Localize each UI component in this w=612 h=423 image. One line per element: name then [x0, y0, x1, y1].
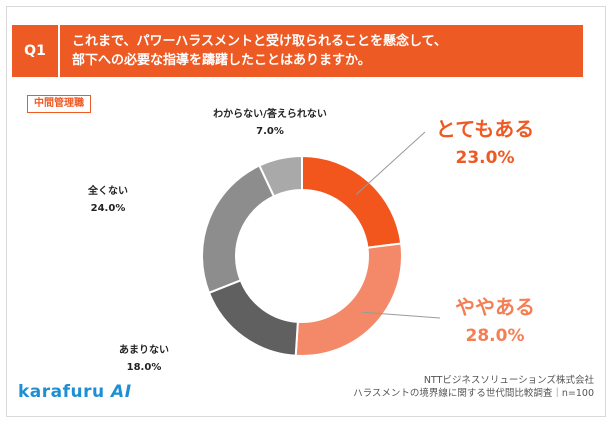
source-note: NTTビジネスソリューションズ株式会社 ハラスメントの境界線に関する世代間比較調…	[353, 374, 594, 400]
question-line-2: 部下への必要な指導を躊躇したことはありますか。	[72, 53, 371, 68]
label-unknown-value: 7.0%	[256, 126, 284, 137]
label-rarely: あまりない 18.0%	[104, 344, 184, 376]
source-survey: ハラスメントの境界線に関する世代間比較調査｜n=100	[353, 388, 594, 399]
slice-rarely	[207, 278, 299, 357]
logo-wordmark: karafuru	[18, 382, 105, 402]
label-unknown: わからない/答えられない 7.0%	[195, 108, 345, 140]
question-number-badge: Q1	[12, 25, 58, 77]
label-often-name: とてもある	[435, 117, 535, 141]
label-never-name: 全くない	[88, 186, 128, 197]
karafuru-ai-logo: karafuru AI	[18, 382, 132, 402]
source-company: NTTビジネスソリューションズ株式会社	[423, 375, 594, 386]
label-unknown-name: わからない/答えられない	[213, 109, 327, 120]
slice-sometimes	[294, 242, 403, 357]
label-never: 全くない 24.0%	[68, 185, 148, 217]
label-sometimes: ややある 28.0%	[445, 294, 545, 348]
label-rarely-name: あまりない	[119, 345, 169, 356]
label-often-value: 23.0%	[455, 148, 515, 168]
question-line-1: これまで、パワーハラスメントと受け取られることを懸念して、	[72, 34, 447, 49]
slice-never	[201, 164, 276, 295]
label-often: とてもある 23.0%	[430, 116, 540, 170]
segment-label: 中間管理職	[27, 95, 91, 113]
leader-line-often	[355, 131, 426, 195]
label-sometimes-value: 28.0%	[465, 326, 525, 346]
slice-often	[301, 154, 403, 249]
slice-unknown	[258, 154, 303, 198]
label-rarely-value: 18.0%	[126, 362, 162, 373]
question-banner: これまで、パワーハラスメントと受け取られることを懸念して、 部下への必要な指導を…	[60, 25, 583, 77]
label-sometimes-name: ややある	[455, 295, 535, 319]
logo-ai-mark: AI	[111, 382, 132, 402]
label-never-value: 24.0%	[90, 203, 126, 214]
leader-line-sometimes	[361, 311, 441, 319]
